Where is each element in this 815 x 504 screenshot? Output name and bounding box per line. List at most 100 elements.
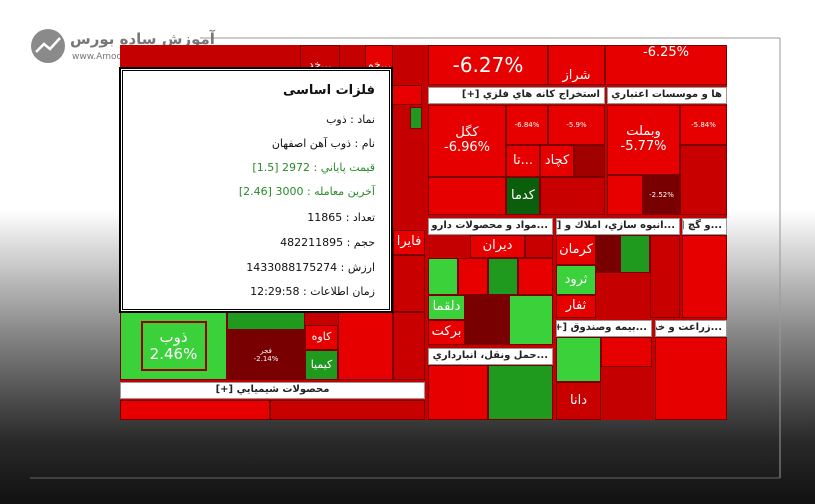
tile: -2.52% [643,175,680,215]
tooltip-line: ارزش : 1433088175274 [246,261,375,274]
tile [428,177,506,215]
tile [428,365,488,420]
tile [120,400,270,420]
tooltip-line: آخرين معامله : 3000 [2.46] [238,185,375,198]
symbol: خم... [366,57,392,71]
tile [428,258,458,295]
tile: ذوب 2.46% [120,312,227,380]
change: -6.27% [452,52,524,77]
tooltip-line: نام : ذوب آهن اصفهان [271,137,375,150]
tile [574,145,605,177]
symbol: دانا [570,392,587,408]
logo-arrow [35,37,61,53]
change: -6.84% [514,120,540,129]
sector-header: استخراج كانه هاي فلزي [+] [428,87,605,104]
tile [525,235,553,258]
tooltip-title: فلزات اساسی [282,83,375,98]
symbol: بركت [431,324,462,340]
symbol: كرمان [559,241,593,257]
sector-header: ...حمل ونقل، انبارداري و [+] [428,348,553,365]
tile [338,312,393,380]
change: -2.14% [253,355,279,363]
tile [410,107,422,129]
selected-box: ذوب 2.46% [140,321,207,371]
sector-header: ...انبوه سازي، املاك و [+] [556,218,680,235]
change: -5.9% [566,120,587,129]
tooltip-line: تعداد : 11865 [307,211,375,224]
symbol: ثفار [565,298,587,314]
symbol: ديران [482,238,513,254]
tile: كدما [506,177,540,215]
symbol: فجر [260,346,272,355]
tooltip-line: زمان اطلاعات : 12:29:58 [250,285,375,298]
tile [682,235,727,318]
tooltip-line: حجم : 482211895 [280,236,375,249]
tile: وبملت -5.77% [607,105,680,175]
tile [607,175,643,215]
tile: بركت [428,320,465,345]
change: 2.46% [149,345,198,363]
symbol: فايرا [396,234,422,250]
tile [270,400,425,420]
symbol: وبملت [626,124,661,140]
change: -5.84% [691,120,716,129]
tile: ثفار [556,295,596,318]
symbol: كچاد [544,152,570,168]
symbol: دلقما [432,299,461,315]
tile: دانا [556,382,601,420]
symbol: ثرود [564,271,588,287]
change: -6.96% [444,140,490,155]
sector-header: ...زراعت و خدم [+] [655,320,727,337]
tile [393,255,425,312]
symbol: كيميا [310,357,333,371]
tooltip: فلزات اساسی نماد : ذوب نام : ذوب آهن اصف… [119,67,393,313]
tooltip-line: نماد : ذوب [326,113,375,126]
tile [540,177,605,215]
tile [601,337,652,367]
tooltip-line: قيمت پاياني : 2972 [1.5] [252,161,375,174]
tile: -5.9% [548,105,605,145]
tile: كچاد [540,145,574,177]
tile [620,235,650,273]
tile [465,295,509,345]
tile [655,337,727,420]
tile: -6.25% [605,45,727,85]
tile [392,85,422,105]
tile [650,235,680,318]
symbol: كدما [511,187,535,203]
tile [556,337,601,382]
tile [393,312,425,380]
sector-header: محصولات شيميايي [+] [120,382,425,399]
tile [509,295,553,345]
tile [227,312,305,330]
tile [680,145,727,215]
symbol: خد... [308,57,332,71]
change: -2.52% [649,190,674,199]
tile: فجر -2.14% [227,330,305,380]
tile: كگل -6.96% [428,105,506,177]
change: -5.77% [620,139,667,154]
tile: -5.84% [680,105,727,145]
tile [596,235,620,273]
sector-header: ...مواد و محصولات دارو [+] [428,218,553,235]
tile: تا... [506,145,540,177]
tile [488,258,518,295]
sector-header: ...و گچ [+] [682,218,727,235]
symbol: تا... [513,152,533,168]
symbol: شراز [562,68,591,84]
tile [458,258,488,295]
tile: -6.84% [506,105,548,145]
tile [518,258,553,295]
tile: ديران [470,235,525,258]
tile: دلقما [428,295,465,320]
sector-header: ها و موسسات اعتباري [+] [607,87,727,104]
symbol: كگل [455,125,479,141]
heatmap: خد... خم... -6.27% شراز -6.25% استخراج ك… [120,45,727,420]
symbol: كاوه [311,330,332,344]
tile: شراز [548,45,605,85]
tile: فايرا [393,230,425,255]
tile [488,365,553,420]
tile: ثرود [556,265,596,295]
change: -6.25% [643,45,689,60]
